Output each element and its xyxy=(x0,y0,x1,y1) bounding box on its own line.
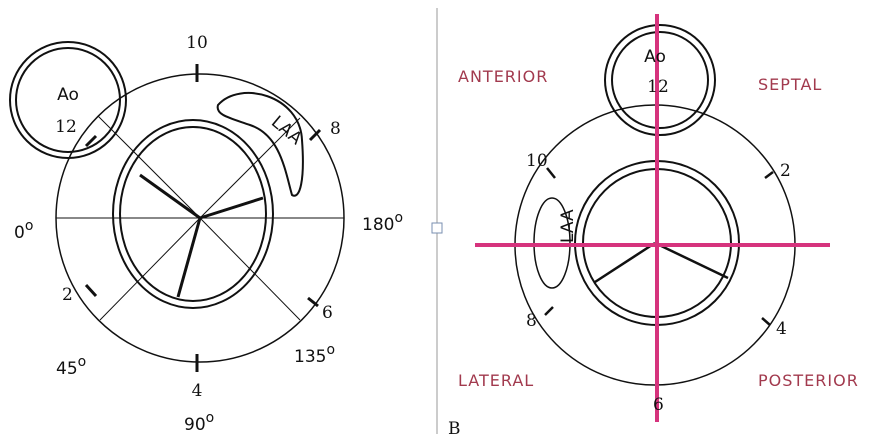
label: 8 xyxy=(330,119,341,139)
label-part: o xyxy=(326,342,335,358)
angle: 135o xyxy=(294,342,335,367)
right-diagram: ANTERIOR SEPTAL LATERAL POSTERIOR Ao 12 … xyxy=(458,14,859,422)
label: ANTERIOR xyxy=(458,67,548,86)
label: 6 xyxy=(322,303,333,323)
label-part: o xyxy=(25,218,34,234)
label: 4 xyxy=(776,319,787,339)
label: SEPTAL xyxy=(758,75,822,94)
label: 12 xyxy=(647,77,669,97)
left-diagram: 10 Ao 12 LAA 8 2 6 4 0o 180o 45o 135o 90… xyxy=(10,33,403,434)
label-part: o xyxy=(78,354,87,370)
label: Ao xyxy=(644,47,666,67)
label-part: o xyxy=(394,210,403,226)
angle: 45o xyxy=(56,354,86,379)
label: 4 xyxy=(192,381,203,401)
label-part: 90 xyxy=(184,415,206,434)
label: 2 xyxy=(780,161,791,181)
angle: 0o xyxy=(14,218,33,243)
label: 10 xyxy=(186,33,208,53)
label-part: 0 xyxy=(14,223,25,243)
label: Ao xyxy=(57,85,79,105)
label: 6 xyxy=(653,395,664,415)
label: 8 xyxy=(526,311,537,331)
label-part: 45 xyxy=(56,359,78,379)
label: 12 xyxy=(55,117,77,137)
label-part: 135 xyxy=(294,347,326,367)
diagram: 10 Ao 12 LAA 8 2 6 4 0o 180o 45o 135o 90… xyxy=(0,0,874,434)
label-part: 180 xyxy=(362,215,394,235)
label: POSTERIOR xyxy=(758,371,859,390)
label: 10 xyxy=(526,151,548,171)
angle: 90o xyxy=(184,410,214,434)
label-part: o xyxy=(206,410,215,426)
label: LATERAL xyxy=(458,371,534,390)
angle: 180o xyxy=(362,210,403,235)
label: LAA xyxy=(558,209,578,243)
label: B xyxy=(448,419,461,434)
label: 2 xyxy=(62,285,73,305)
divider: B xyxy=(432,8,461,434)
